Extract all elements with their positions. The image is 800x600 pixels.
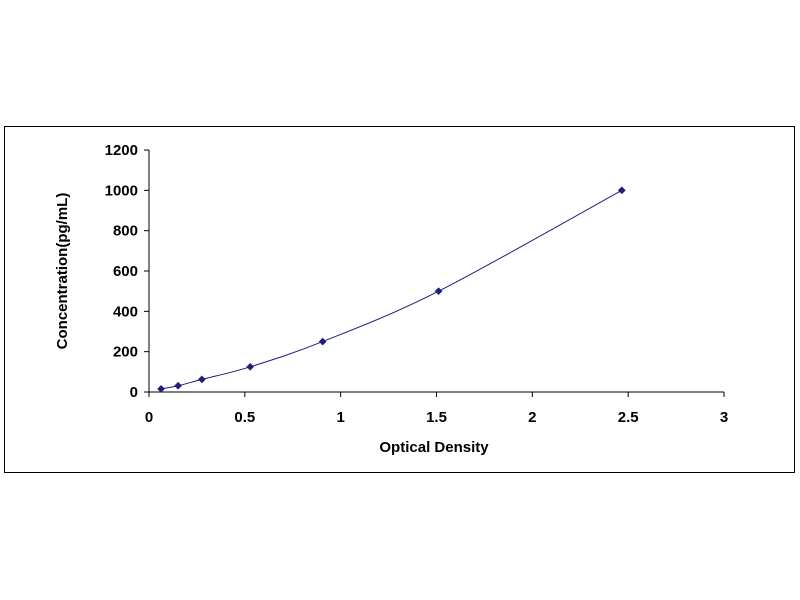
y-tick-label: 1000	[105, 182, 138, 199]
axes	[144, 149, 725, 397]
data-point	[617, 186, 626, 195]
y-tick-label: 800	[113, 223, 138, 240]
x-tick-label: 0	[145, 409, 153, 426]
data-point	[174, 381, 183, 390]
y-tick-label: 200	[113, 344, 138, 361]
data-point	[197, 375, 206, 384]
standard-curve-chart: Concentration(pg/mL) Optical Density 020…	[54, 142, 729, 456]
data-point	[434, 287, 443, 296]
data-point	[246, 362, 255, 371]
x-tick-label: 1.5	[426, 409, 447, 426]
y-tick-label: 600	[113, 263, 138, 280]
x-tick-label: 3	[720, 409, 728, 426]
fitted-curve-layer	[160, 189, 623, 390]
y-tick-label: 400	[113, 303, 138, 320]
x-tick-label: 2	[528, 409, 536, 426]
x-axis-title: Optical Density	[379, 439, 489, 456]
y-axis-title: Concentration(pg/mL)	[54, 193, 71, 350]
data-point	[318, 337, 327, 346]
y-tick-label: 1200	[105, 142, 138, 159]
data-points	[157, 186, 626, 393]
data-point	[157, 384, 166, 393]
tick-labels: 0 200 400 600 800 1000 1200 0 0.5 1 1.5 2 2.5 3	[105, 142, 729, 426]
x-tick-label: 0.5	[234, 409, 255, 426]
chart-frame: Concentration(pg/mL) Optical Density 0 20…	[4, 126, 795, 473]
x-tick-label: 1	[336, 409, 344, 426]
x-tick-label: 2.5	[618, 409, 639, 426]
y-tick-label: 0	[130, 384, 138, 401]
fitted-curve	[160, 189, 623, 390]
